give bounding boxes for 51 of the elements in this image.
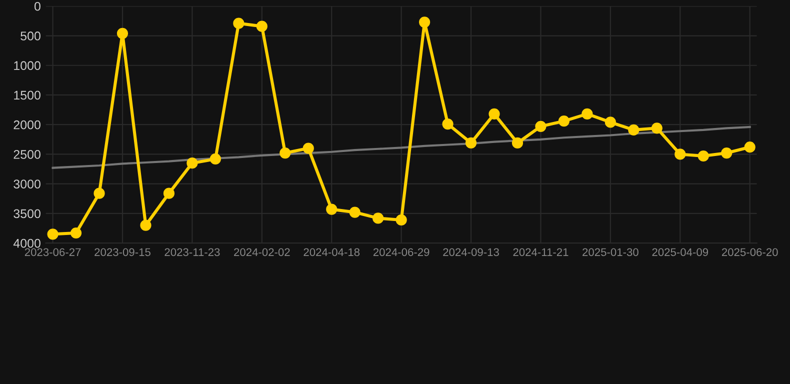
x-tick-label: 2024-06-29: [373, 248, 430, 256]
point: [396, 214, 407, 226]
point: [628, 124, 640, 136]
point: [280, 147, 291, 159]
point: [233, 18, 244, 29]
point: [70, 227, 82, 239]
point: [47, 228, 58, 240]
point: [465, 137, 477, 149]
point: [558, 116, 570, 127]
y-tick-label: 1500: [14, 90, 40, 100]
point: [186, 158, 198, 169]
x-tick-label: 2025-01-30: [582, 248, 638, 256]
y-tick-label: 4000: [13, 238, 40, 248]
point: [302, 142, 314, 154]
point: [372, 212, 384, 224]
point: [349, 206, 360, 218]
point: [674, 148, 686, 160]
x-tick-label: 2024-09-13: [443, 248, 499, 256]
point: [442, 118, 454, 130]
y-tick-label: 2000: [14, 120, 40, 130]
point: [326, 204, 338, 215]
point: [488, 108, 500, 120]
point: [582, 108, 593, 120]
x-tick-label: 2023-11-23: [164, 248, 220, 256]
point: [210, 153, 221, 165]
point: [256, 20, 268, 32]
y-tick-label: 2500: [14, 150, 40, 159]
point: [651, 122, 662, 134]
x-tick-label: 2023-09-15: [94, 248, 150, 256]
point: [140, 220, 152, 231]
point: [163, 188, 175, 199]
point: [116, 28, 128, 39]
x-tick-label: 2025-04-09: [652, 248, 708, 256]
y-tick-label: 3000: [14, 180, 40, 188]
x-tick-label: 2023-06-27: [24, 248, 81, 256]
y-tick-label: 0: [34, 2, 40, 11]
point: [94, 188, 105, 199]
point: [604, 116, 616, 128]
point: [512, 137, 524, 149]
point: [419, 16, 430, 28]
point: [535, 120, 546, 132]
x-tick-label: 2025-06-20: [722, 248, 778, 256]
x-tick-label: 2024-02-02: [234, 248, 290, 256]
y-tick-label: 1000: [14, 61, 40, 70]
point: [744, 142, 756, 153]
x-tick-label: 2024-04-18: [304, 248, 360, 256]
y-tick-label: 500: [20, 32, 40, 40]
point: [721, 147, 732, 159]
x-tick-label: 2024-11-21: [513, 248, 568, 256]
point: [698, 150, 709, 162]
y-tick-label: 3500: [14, 209, 40, 218]
